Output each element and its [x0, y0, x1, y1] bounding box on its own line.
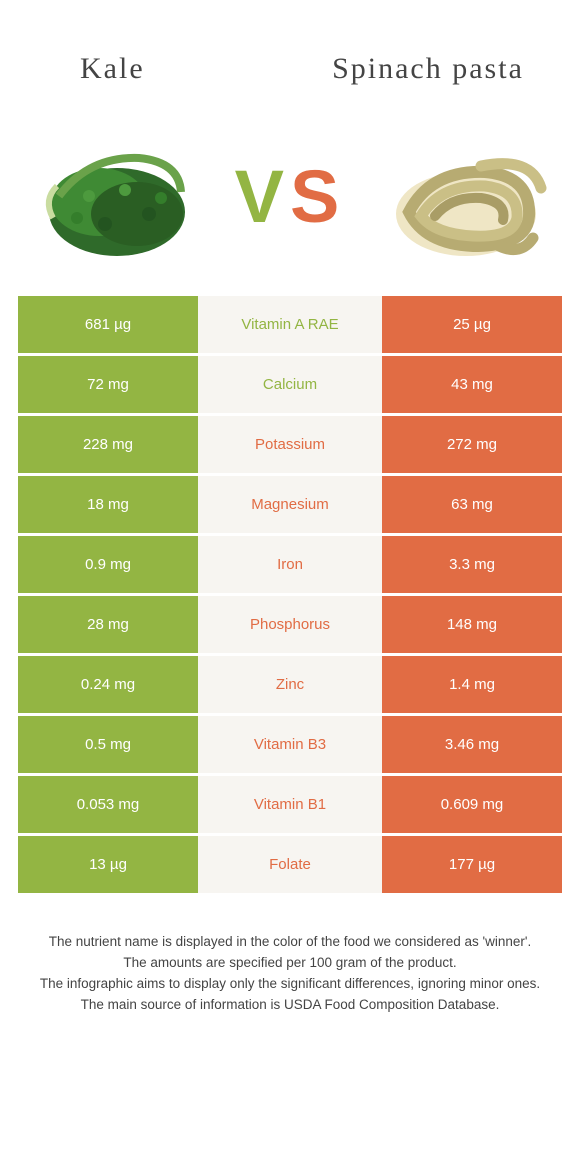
right-value: 63 mg [382, 476, 562, 536]
left-value: 0.24 mg [18, 656, 198, 716]
left-value: 0.053 mg [18, 776, 198, 836]
kale-image [24, 121, 204, 271]
footer-line: The main source of information is USDA F… [28, 995, 552, 1016]
nutrient-name: Vitamin B3 [198, 716, 382, 776]
left-value: 0.9 mg [18, 536, 198, 596]
left-value: 228 mg [18, 416, 198, 476]
nutrient-name: Iron [198, 536, 382, 596]
title-left: Kale [30, 52, 312, 87]
nutrient-row: 18 mgMagnesium63 mg [18, 476, 562, 536]
header: Kale Spinach pasta [0, 0, 580, 114]
vs-label: VS [210, 154, 370, 239]
right-value: 272 mg [382, 416, 562, 476]
nutrient-table: 681 µgVitamin A RAE25 µg72 mgCalcium43 m… [0, 290, 580, 896]
left-value: 28 mg [18, 596, 198, 656]
nutrient-name: Calcium [198, 356, 382, 416]
nutrient-row: 72 mgCalcium43 mg [18, 356, 562, 416]
nutrient-name: Phosphorus [198, 596, 382, 656]
footer-line: The nutrient name is displayed in the co… [28, 932, 552, 953]
right-value: 43 mg [382, 356, 562, 416]
right-value: 148 mg [382, 596, 562, 656]
nutrient-row: 0.5 mgVitamin B33.46 mg [18, 716, 562, 776]
vs-row: VS [0, 114, 580, 290]
left-value: 72 mg [18, 356, 198, 416]
right-value: 177 µg [382, 836, 562, 896]
title-right: Spinach pasta [312, 52, 550, 87]
left-value: 681 µg [18, 296, 198, 356]
nutrient-row: 28 mgPhosphorus148 mg [18, 596, 562, 656]
right-value: 3.3 mg [382, 536, 562, 596]
footer: The nutrient name is displayed in the co… [0, 896, 580, 1016]
left-value: 18 mg [18, 476, 198, 536]
left-value: 0.5 mg [18, 716, 198, 776]
right-value: 1.4 mg [382, 656, 562, 716]
footer-line: The amounts are specified per 100 gram o… [28, 953, 552, 974]
nutrient-row: 0.9 mgIron3.3 mg [18, 536, 562, 596]
pasta-image [376, 121, 556, 271]
right-value: 25 µg [382, 296, 562, 356]
nutrient-row: 0.24 mgZinc1.4 mg [18, 656, 562, 716]
right-value: 3.46 mg [382, 716, 562, 776]
nutrient-row: 681 µgVitamin A RAE25 µg [18, 296, 562, 356]
nutrient-name: Folate [198, 836, 382, 896]
vs-v-letter: V [235, 154, 290, 239]
vs-s-letter: S [290, 154, 345, 239]
nutrient-row: 13 µgFolate177 µg [18, 836, 562, 896]
nutrient-name: Magnesium [198, 476, 382, 536]
nutrient-row: 228 mgPotassium272 mg [18, 416, 562, 476]
footer-line: The infographic aims to display only the… [28, 974, 552, 995]
left-value: 13 µg [18, 836, 198, 896]
nutrient-name: Vitamin A RAE [198, 296, 382, 356]
nutrient-name: Zinc [198, 656, 382, 716]
right-value: 0.609 mg [382, 776, 562, 836]
nutrient-name: Potassium [198, 416, 382, 476]
nutrient-name: Vitamin B1 [198, 776, 382, 836]
nutrient-row: 0.053 mgVitamin B10.609 mg [18, 776, 562, 836]
